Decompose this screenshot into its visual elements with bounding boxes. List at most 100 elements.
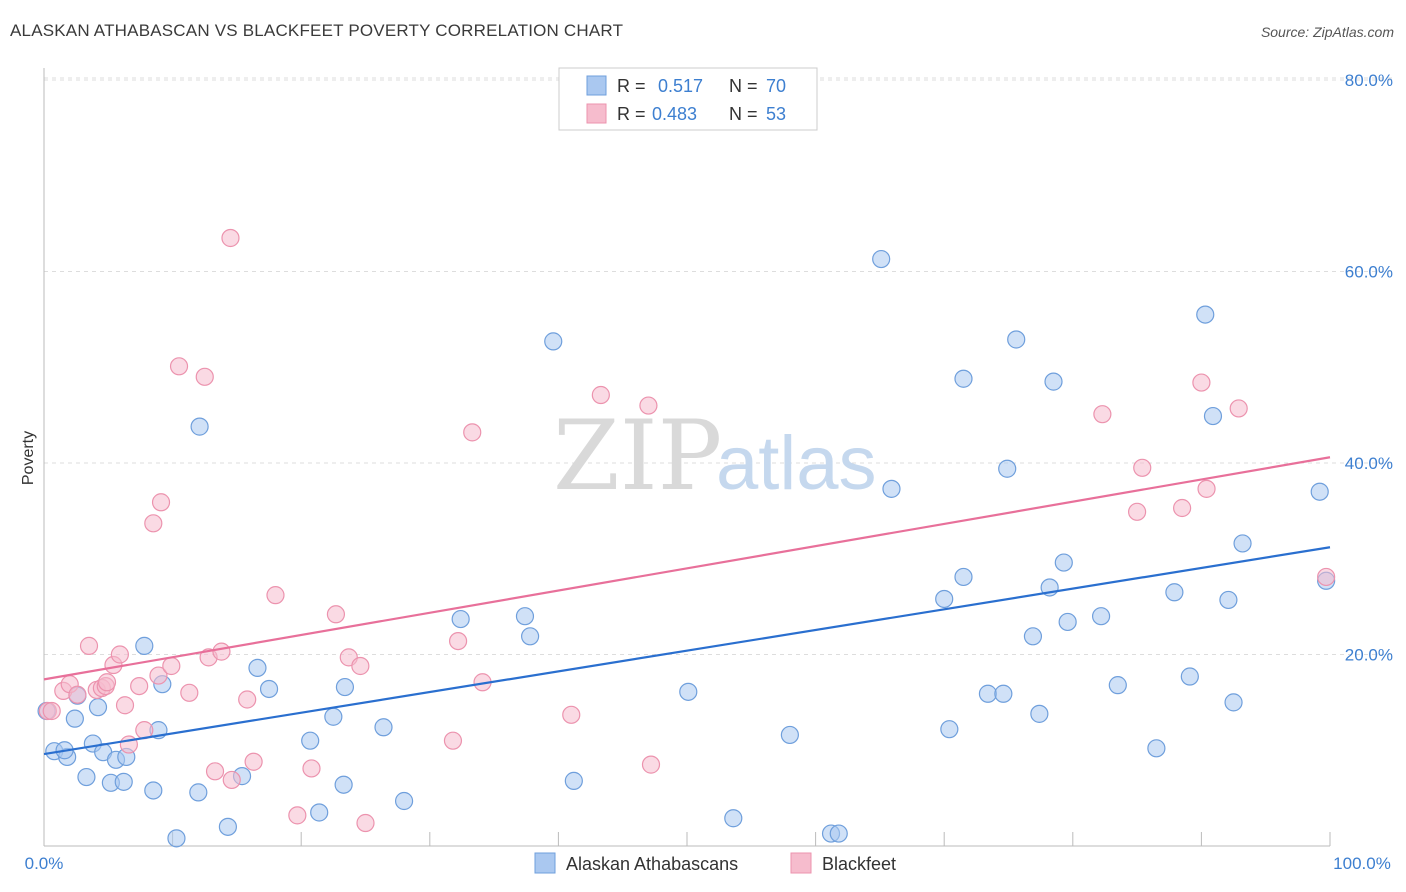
- watermark-zip: ZIP: [553, 400, 722, 512]
- bottom-legend-label-pink: Blackfeet: [822, 854, 896, 874]
- blackfeet-point: [1197, 479, 1216, 498]
- alaskan-athabascans-trend-line: [43, 546, 1331, 756]
- alaskan-athabascans-point: [872, 249, 891, 269]
- alaskan-athabascans-point: [1203, 406, 1223, 426]
- blackfeet-point: [288, 806, 307, 825]
- alaskan-athabascans-point: [77, 767, 96, 787]
- legend: R = 0.517 N = 70 R = 0.483 N = 53: [558, 67, 818, 131]
- legend-r-value-pink: 0.483: [652, 104, 697, 124]
- blackfeet-point: [115, 696, 135, 715]
- alaskan-athabascans-point: [310, 803, 329, 822]
- alaskan-athabascans-point: [114, 772, 133, 791]
- alaskan-athabascans-point: [248, 658, 267, 678]
- blackfeet-point: [591, 385, 610, 405]
- alaskan-athabascans-point: [1219, 590, 1238, 610]
- alaskan-athabascans-point: [1196, 305, 1215, 324]
- alaskan-athabascans-point: [1180, 667, 1199, 686]
- blackfeet-point: [463, 423, 482, 442]
- blackfeet-point: [205, 762, 225, 781]
- alaskan-athabascans-point: [1023, 627, 1043, 646]
- alaskan-athabascans-point: [451, 609, 470, 629]
- blackfeet-point: [162, 656, 181, 676]
- alaskan-athabascans-point: [780, 725, 799, 745]
- blackfeet-point: [151, 493, 171, 512]
- blackfeet-point: [97, 673, 117, 692]
- blackfeet-point: [144, 514, 163, 533]
- legend-n-value-blue: 70: [766, 76, 786, 96]
- alaskan-athabascans-point: [515, 607, 535, 626]
- alaskan-athabascans-point: [374, 718, 393, 737]
- alaskan-athabascans-point: [829, 824, 848, 843]
- blackfeet-point: [42, 701, 61, 721]
- alaskan-athabascans-point: [1147, 739, 1166, 758]
- x-tick-marks: [172, 832, 1331, 846]
- alaskan-athabascans-point: [189, 783, 208, 802]
- x-tick-label-min: 0.0%: [25, 854, 64, 873]
- blackfeet-point: [1093, 405, 1112, 424]
- y-tick-label: 80.0%: [1345, 71, 1393, 90]
- blackfeet-point: [212, 642, 231, 661]
- alaskan-athabascans-point: [218, 817, 237, 836]
- alaskan-athabascans-point: [167, 829, 186, 848]
- blackfeet-point: [1229, 399, 1248, 418]
- blackfeet-point: [180, 683, 199, 702]
- blackfeet-point: [1127, 502, 1147, 521]
- legend-swatch-blue: [586, 75, 607, 96]
- alaskan-athabascans-point: [544, 332, 563, 351]
- blackfeet-point: [222, 770, 241, 790]
- x-tick-label-max: 100.0%: [1333, 854, 1391, 873]
- alaskan-athabascans-point: [1054, 553, 1073, 572]
- bottom-legend: Alaskan Athabascans Blackfeet: [534, 852, 896, 874]
- blackfeet-point: [448, 631, 468, 651]
- blackfeet-point: [562, 705, 581, 724]
- blackfeet-point: [169, 357, 189, 376]
- alaskan-athabascans-point: [394, 791, 414, 811]
- alaskan-athabascans-point: [324, 707, 343, 726]
- bottom-legend-swatch-pink: [790, 852, 812, 874]
- alaskan-athabascans-point: [935, 589, 954, 609]
- y-tick-label: 40.0%: [1345, 454, 1393, 473]
- alaskan-athabascans-point: [88, 698, 108, 717]
- alaskan-athabascans-point: [1007, 330, 1026, 349]
- chart-title: ALASKAN ATHABASCAN VS BLACKFEET POVERTY …: [10, 21, 624, 40]
- blackfeet-point: [351, 656, 370, 676]
- legend-swatch-pink: [586, 103, 607, 124]
- blackfeet-point: [641, 755, 661, 774]
- alaskan-athabascans-point: [994, 684, 1013, 703]
- blackfeet-point: [1317, 567, 1336, 587]
- blackfeet-point: [443, 731, 463, 750]
- alaskan-athabascans-point: [335, 677, 355, 697]
- blackfeet-point: [244, 752, 263, 771]
- alaskan-athabascans-point: [1044, 372, 1063, 391]
- alaskan-athabascans-point: [135, 636, 154, 655]
- alaskan-athabascans-point: [954, 369, 973, 388]
- blackfeet-point: [110, 645, 129, 664]
- y-tick-label: 60.0%: [1345, 263, 1393, 282]
- blackfeet-point: [130, 676, 149, 696]
- blackfeet-point: [356, 813, 375, 833]
- blackfeet-point: [326, 605, 346, 624]
- blackfeet-point: [195, 367, 214, 386]
- alaskan-athabascans-point: [1233, 534, 1252, 553]
- alaskan-athabascans-point: [882, 479, 901, 498]
- alaskan-athabascans-point: [564, 771, 583, 790]
- legend-r-value-blue: 0.517: [658, 76, 703, 96]
- trend-lines: [43, 456, 1331, 756]
- blackfeet-point: [68, 685, 87, 704]
- alaskan-athabascans-point: [998, 459, 1017, 478]
- legend-n-label-blue: N =: [729, 76, 758, 96]
- series-alaskan-athabascans: [37, 249, 1336, 848]
- blackfeet-point: [149, 666, 168, 685]
- alaskan-athabascans-point: [65, 709, 84, 728]
- blackfeet-point: [266, 586, 285, 605]
- blackfeet-point: [79, 636, 99, 655]
- watermark: ZIP atlas: [553, 400, 877, 512]
- y-tick-label: 20.0%: [1345, 646, 1393, 665]
- alaskan-athabascans-point: [1224, 693, 1243, 712]
- bottom-legend-label-blue: Alaskan Athabascans: [566, 854, 738, 874]
- blackfeet-trend-line: [43, 456, 1331, 681]
- alaskan-athabascans-point: [144, 781, 163, 800]
- blackfeet-point: [1133, 458, 1152, 477]
- watermark-atlas: atlas: [716, 421, 877, 506]
